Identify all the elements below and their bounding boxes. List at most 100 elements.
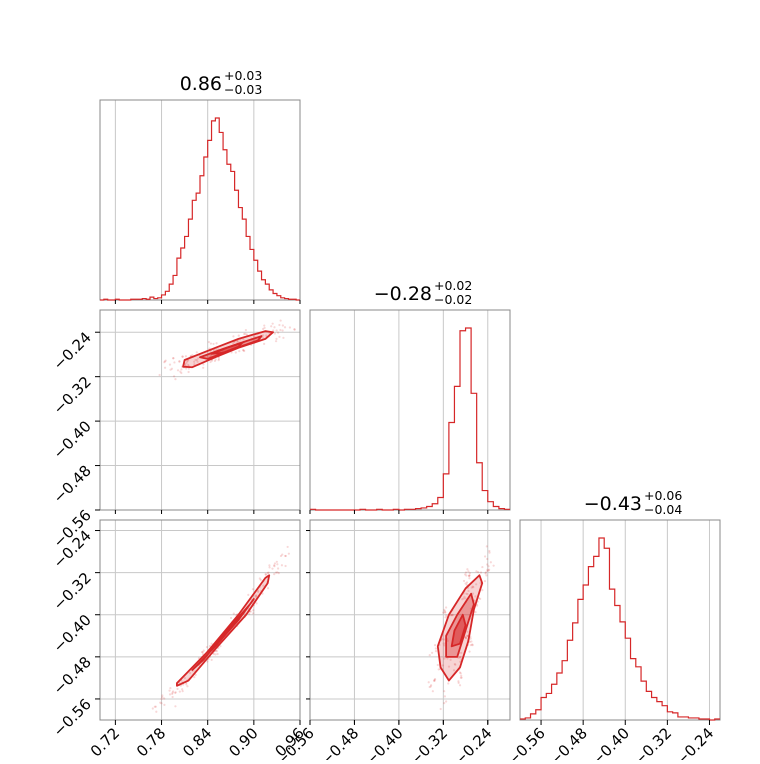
scatter-point: [470, 586, 473, 589]
scatter-point: [163, 697, 166, 700]
scatter-point: [464, 636, 468, 640]
scatter-point: [217, 359, 220, 362]
scatter-point: [249, 610, 252, 613]
scatter-point: [453, 662, 456, 666]
scatter-point: [429, 685, 432, 688]
scatter-point: [255, 602, 258, 605]
scatter-point: [437, 668, 440, 671]
scatter-point: [466, 592, 469, 596]
scatter-point: [262, 584, 265, 587]
scatter-0-2: [151, 545, 290, 713]
scatter-point: [445, 606, 448, 609]
title-1: −0.28 +0.02−0.02: [374, 278, 473, 307]
scatter-point: [484, 572, 487, 575]
scatter-point: [273, 326, 276, 329]
scatter-point: [454, 663, 457, 666]
scatter-point: [174, 691, 177, 694]
scatter-point: [215, 650, 218, 653]
scatter-point: [465, 592, 468, 595]
scatter-point: [172, 690, 175, 693]
scatter-point: [205, 645, 209, 649]
scatter-point: [271, 322, 274, 325]
scatter-point: [273, 562, 277, 565]
scatter-point: [464, 582, 467, 585]
scatter-point: [479, 571, 483, 574]
scatter-point: [488, 568, 491, 571]
scatter-point: [473, 599, 476, 602]
scatter-point: [217, 357, 220, 360]
scatter-point: [457, 681, 460, 685]
scatter-point: [458, 656, 461, 659]
scatter-point: [180, 371, 183, 375]
scatter-point: [467, 589, 470, 593]
contour-0: [176, 574, 271, 687]
scatter-point: [277, 572, 280, 575]
scatter-point: [208, 644, 212, 648]
scatter-point: [475, 570, 478, 573]
scatter-point: [193, 363, 196, 366]
scatter-point: [232, 612, 235, 615]
scatter-point: [475, 604, 479, 607]
scatter-point: [196, 360, 199, 363]
scatter-point: [216, 652, 219, 656]
scatter-point: [469, 637, 472, 640]
scatter-point: [465, 634, 468, 638]
scatter-point: [483, 555, 487, 558]
scatter-point: [174, 691, 177, 694]
scatter-point: [433, 678, 436, 681]
scatter-point: [210, 359, 214, 362]
scatter-0-1: [158, 319, 296, 381]
scatter-point: [443, 608, 446, 612]
panel-2-1: [309, 519, 511, 721]
scatter-1-2: [427, 545, 495, 711]
scatter-point: [284, 554, 287, 558]
scatter-point: [214, 358, 217, 361]
scatter-point: [458, 671, 462, 674]
scatter-point: [457, 680, 460, 683]
scatter-point: [251, 588, 255, 591]
scatter-point: [252, 609, 255, 612]
scatter-point: [181, 688, 184, 691]
scatter-point: [242, 338, 245, 341]
scatter-point: [275, 329, 278, 332]
scatter-point: [488, 549, 491, 553]
scatter-point: [283, 326, 287, 329]
scatter-point: [255, 594, 258, 597]
scatter-point: [193, 360, 196, 363]
scatter-point: [171, 691, 174, 694]
scatter-point: [180, 368, 183, 371]
scatter-point: [229, 616, 233, 620]
panel-2-2: [519, 519, 721, 721]
x-tick-label: −0.24: [672, 724, 717, 760]
panel-frame: [99, 309, 301, 511]
scatter-point: [210, 642, 213, 645]
scatter-point: [471, 592, 475, 595]
scatter-point: [171, 692, 174, 695]
scatter-point: [443, 644, 446, 647]
scatter-point: [169, 368, 172, 371]
scatter-point: [464, 571, 468, 574]
scatter-point: [268, 564, 271, 567]
scatter-point: [181, 690, 184, 693]
scatter-point: [461, 598, 464, 601]
scatter-point: [469, 644, 473, 647]
scatter-point: [202, 363, 205, 366]
scatter-point: [201, 651, 204, 654]
scatter-point: [186, 360, 189, 363]
x-tick-label: −0.40: [588, 724, 633, 760]
scatter-point: [465, 583, 468, 586]
scatter-point: [284, 564, 287, 568]
scatter-point: [236, 340, 239, 343]
scatter-point: [281, 553, 284, 556]
x-tick-label: −0.24: [450, 724, 495, 760]
scatter-point: [263, 342, 266, 345]
scatter-point: [278, 323, 281, 327]
scatter-point: [475, 583, 478, 586]
y-tick-label: −0.32: [50, 569, 95, 614]
contour-2: [210, 341, 244, 355]
scatter-point: [276, 571, 279, 574]
scatter-point: [265, 334, 268, 337]
title-err-plus: +0.03: [224, 68, 262, 83]
scatter-point: [173, 361, 176, 364]
scatter-point: [436, 663, 439, 667]
